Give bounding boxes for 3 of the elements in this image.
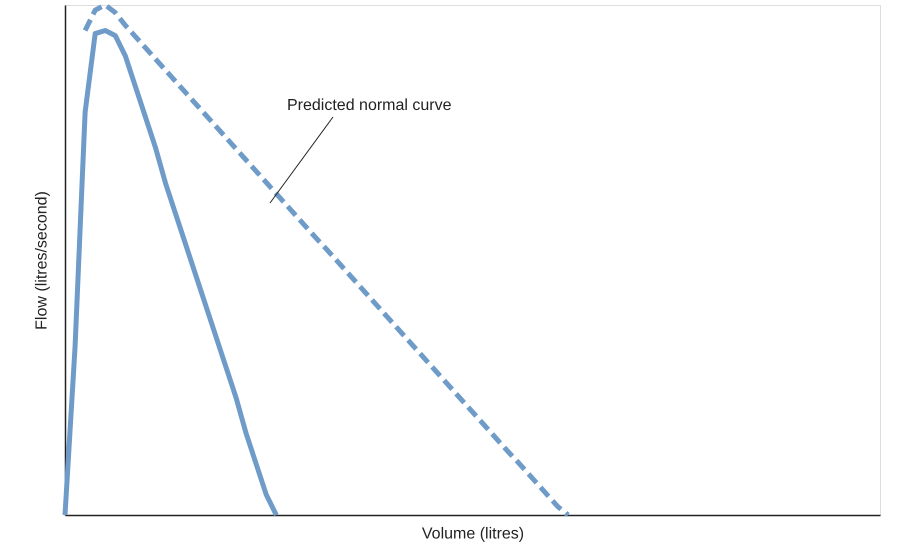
y-axis-title: Flow (litres/second) — [34, 191, 50, 330]
x-axis-title: Volume (litres) — [422, 526, 524, 542]
annotation: Predicted normal curve — [287, 97, 452, 114]
